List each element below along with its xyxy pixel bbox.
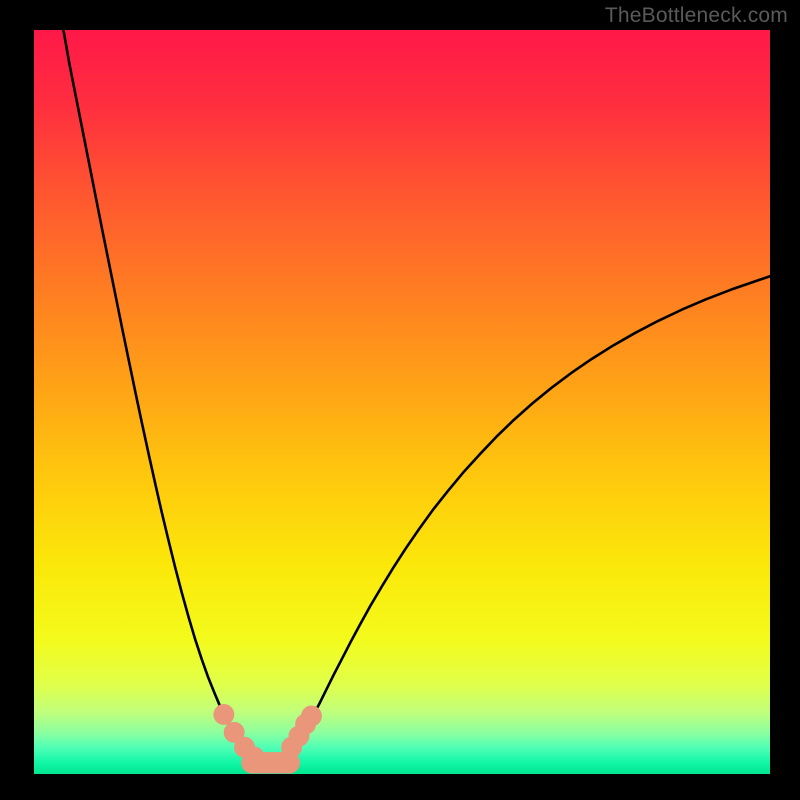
marker-dot [214,705,234,725]
marker-dot [302,706,322,726]
bottleneck-chart [34,30,770,774]
chart-background [34,30,770,774]
chart-frame: TheBottleneck.com [0,0,800,800]
watermark-text: TheBottleneck.com [605,4,788,28]
